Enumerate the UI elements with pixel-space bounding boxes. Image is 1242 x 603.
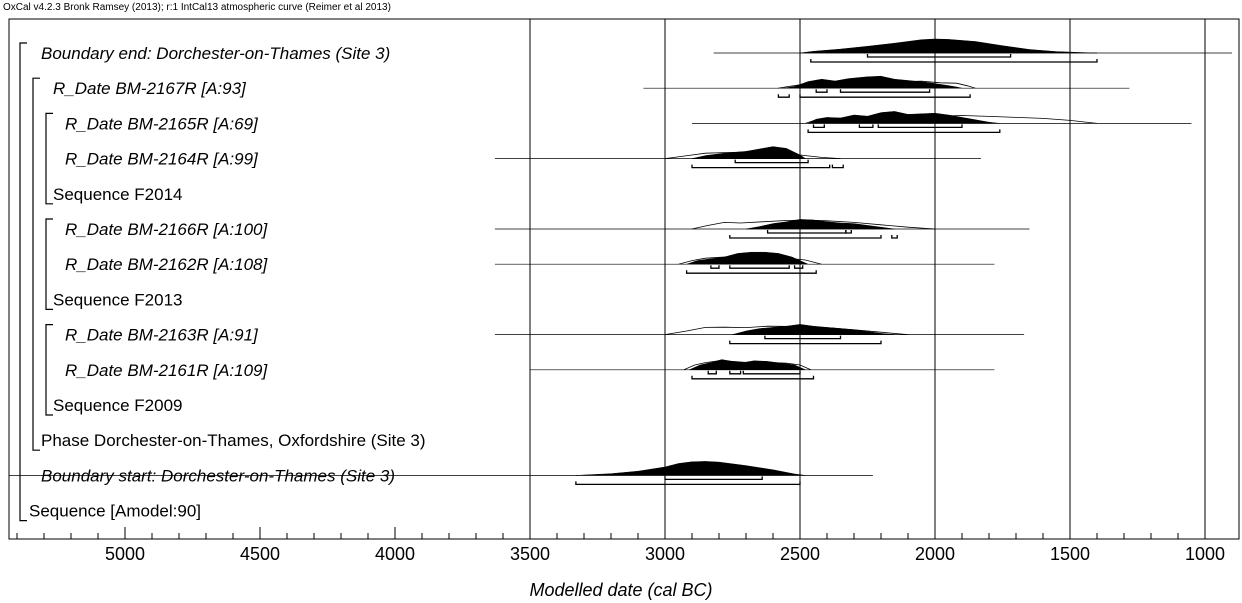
hpd-95-range [807,129,1001,134]
hpd-95-range [799,94,971,98]
row-rdate: R_Date BM-2165R [A:69] [65,111,1192,133]
row-sequence: Sequence F2014 [53,185,183,204]
row-label: R_Date BM-2161R [A:109] [65,361,268,380]
bracket [45,112,53,205]
hpd-68-range [839,89,931,93]
plot-frame [8,18,1240,540]
x-tick-label: 1500 [1050,544,1090,564]
posterior-distribution [689,359,806,371]
hpd-68-range [707,370,717,375]
row-label: Boundary end: Dorchester-on-Thames (Site… [41,44,390,63]
x-tick-label: 4000 [375,544,415,564]
row-label: R_Date BM-2167R [A:93] [53,79,247,98]
hpd-95-range [810,59,1098,63]
row-rdate: R_Date BM-2164R [A:99] [65,146,981,169]
posterior-distribution [691,146,807,159]
row-label: Sequence F2014 [53,185,183,204]
row-label: Sequence F2009 [53,396,183,415]
row-label: R_Date BM-2163R [A:91] [65,326,259,345]
x-tick-label: 3000 [645,544,685,564]
structure-brackets [19,42,53,522]
row-phase: Phase Dorchester-on-Thames, Oxfordshire … [41,431,426,450]
row-sequence: Sequence [Amodel:90] [29,502,201,521]
hpd-68-range [812,124,825,129]
hpd-68-range [710,265,720,269]
x-tick-label: 2500 [780,544,820,564]
hpd-68-range [729,265,790,269]
hpd-95-range [831,164,844,169]
oxcal-header: OxCal v4.2.3 Bronk Ramsey (2013); r:1 In… [3,2,391,13]
x-tick-label: 4500 [240,544,280,564]
row-sequence: Sequence F2013 [53,290,183,309]
bracket [19,42,27,522]
row-rdate: R_Date BM-2163R [A:91] [65,324,1025,345]
row-label: R_Date BM-2164R [A:99] [65,150,259,169]
row-label: R_Date BM-2166R [A:100] [65,220,268,239]
bracket [45,218,53,310]
hpd-68-range [866,54,1012,58]
posterior-distribution [686,251,809,265]
hpd-95-range [729,235,882,239]
hpd-68-range [858,124,874,129]
row-rdate: R_Date BM-2161R [A:109] [65,359,995,380]
hpd-68-range [793,265,804,269]
row-label: R_Date BM-2165R [A:69] [65,114,259,133]
row-modelled: Boundary end: Dorchester-on-Thames (Site… [41,38,1232,63]
hpd-68-range [729,370,742,375]
hpd-95-range [691,375,815,380]
row-rdate: R_Date BM-2162R [A:108] [65,251,995,274]
bracket [32,77,40,451]
row-label: Sequence [Amodel:90] [29,502,201,521]
x-axis-label: Modelled date (cal BC) [529,580,713,600]
posterior-distribution [732,324,895,335]
hpd-68-range [815,89,828,93]
hpd-95-range [777,94,790,98]
hpd-68-range [845,230,852,234]
hpd-95-range [685,270,817,274]
hpd-95-range [729,340,882,345]
hpd-68-range [664,476,763,481]
hpd-68-range [742,370,801,375]
x-axis: 5000 4500 4000 3500 3000 2500 2000 1500 1000 [16,527,1225,564]
hpd-95-range [575,481,801,486]
hpd-68-range [764,335,842,340]
row-rdate: R_Date BM-2167R [A:93] [53,75,1130,98]
row-label: R_Date BM-2162R [A:108] [65,255,268,274]
posterior-distribution [807,111,1000,124]
row-label: Boundary start: Dorchester-on-Thames (Si… [41,466,395,485]
x-tick-label: 2000 [915,544,955,564]
data-rows: Boundary end: Dorchester-on-Thames (Site… [9,38,1232,521]
row-rdate: R_Date BM-2166R [A:100] [65,219,1030,239]
x-tick-label: 3500 [510,544,550,564]
x-tick-label: 5000 [105,544,145,564]
hpd-95-range [891,235,898,239]
posterior-distribution [745,219,895,230]
hpd-68-range [877,124,963,129]
hpd-68-range [734,159,809,164]
posterior-distribution [783,75,963,89]
bracket [45,324,53,416]
grid-lines [529,19,1206,539]
row-label: Phase Dorchester-on-Thames, Oxfordshire … [41,431,426,450]
hpd-68-range [766,230,847,234]
row-modelled: Boundary start: Dorchester-on-Thames (Si… [9,461,873,485]
hpd-95-range [691,164,831,169]
posterior-distribution [575,461,806,476]
posterior-distribution [799,38,1098,54]
row-label: Sequence F2013 [53,290,183,309]
x-tick-label: 1000 [1185,544,1225,564]
row-sequence: Sequence F2009 [53,396,183,415]
